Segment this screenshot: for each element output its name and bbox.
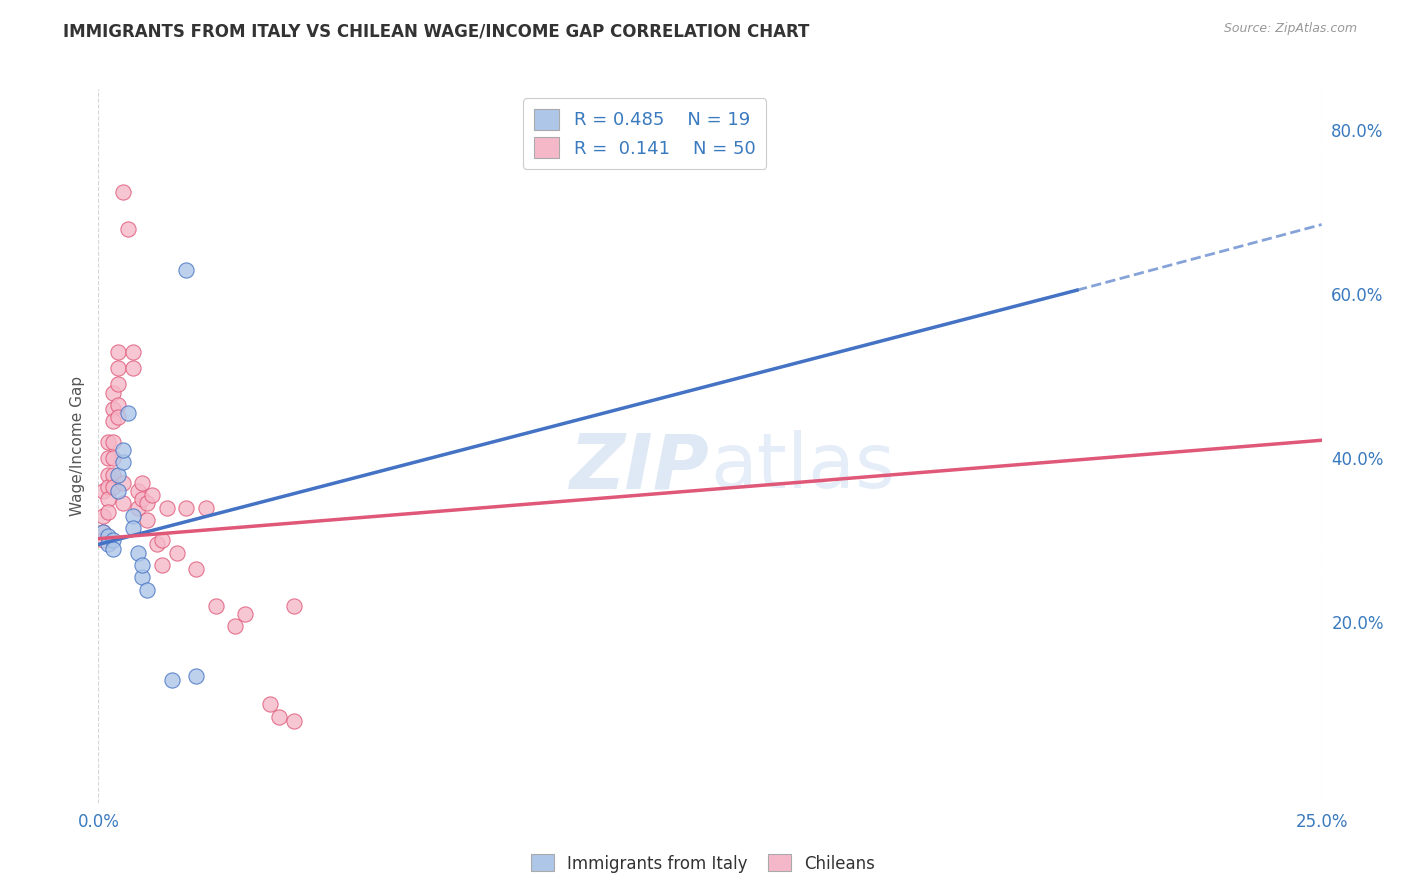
Point	[97, 505, 120, 519]
Point	[131, 475, 153, 490]
Point	[107, 467, 129, 482]
Point	[107, 484, 129, 499]
Point	[121, 521, 143, 535]
Point	[107, 344, 129, 359]
Point	[166, 546, 188, 560]
Point	[101, 533, 124, 548]
Text: ZIP: ZIP	[571, 431, 710, 504]
Point	[283, 714, 305, 728]
Point	[136, 513, 159, 527]
Point	[101, 451, 124, 466]
Point	[269, 709, 291, 723]
Point	[141, 488, 163, 502]
Text: atlas: atlas	[710, 431, 894, 504]
Point	[156, 500, 179, 515]
Text: IMMIGRANTS FROM ITALY VS CHILEAN WAGE/INCOME GAP CORRELATION CHART: IMMIGRANTS FROM ITALY VS CHILEAN WAGE/IN…	[63, 22, 810, 40]
Point	[150, 558, 173, 572]
Point	[111, 443, 134, 458]
Text: Source: ZipAtlas.com: Source: ZipAtlas.com	[1223, 22, 1357, 36]
Point	[127, 484, 149, 499]
Point	[111, 496, 134, 510]
Legend: Immigrants from Italy, Chileans: Immigrants from Italy, Chileans	[524, 847, 882, 880]
Point	[101, 385, 124, 400]
Point	[121, 361, 143, 376]
Point	[117, 406, 139, 420]
Point	[117, 221, 139, 235]
Point	[146, 537, 169, 551]
Point	[97, 480, 120, 494]
Point	[186, 668, 208, 682]
Point	[97, 434, 120, 449]
Point	[101, 480, 124, 494]
Point	[101, 434, 124, 449]
Point	[176, 500, 198, 515]
Point	[283, 599, 305, 613]
Y-axis label: Wage/Income Gap: Wage/Income Gap	[69, 376, 84, 516]
Point	[111, 185, 134, 199]
Point	[97, 451, 120, 466]
Point	[97, 529, 120, 543]
Point	[121, 508, 143, 523]
Point	[111, 455, 134, 469]
Point	[176, 262, 198, 277]
Point	[101, 402, 124, 417]
Point	[107, 398, 129, 412]
Legend: R = 0.485    N = 19, R =  0.141    N = 50: R = 0.485 N = 19, R = 0.141 N = 50	[523, 98, 766, 169]
Point	[136, 582, 159, 597]
Point	[97, 537, 120, 551]
Point	[233, 607, 256, 622]
Point	[101, 541, 124, 556]
Point	[107, 410, 129, 425]
Point	[91, 525, 114, 540]
Point	[111, 475, 134, 490]
Point	[136, 496, 159, 510]
Point	[91, 484, 114, 499]
Point	[259, 698, 281, 712]
Point	[121, 344, 143, 359]
Point	[195, 500, 218, 515]
Point	[91, 525, 114, 540]
Point	[224, 619, 246, 633]
Point	[101, 467, 124, 482]
Point	[127, 500, 149, 515]
Point	[131, 558, 153, 572]
Point	[91, 533, 114, 548]
Point	[127, 546, 149, 560]
Point	[97, 467, 120, 482]
Point	[186, 562, 208, 576]
Point	[101, 414, 124, 428]
Point	[97, 492, 120, 507]
Point	[107, 361, 129, 376]
Point	[205, 599, 228, 613]
Point	[131, 492, 153, 507]
Point	[91, 508, 114, 523]
Point	[107, 377, 129, 392]
Point	[131, 570, 153, 584]
Point	[150, 533, 173, 548]
Point	[160, 673, 183, 687]
